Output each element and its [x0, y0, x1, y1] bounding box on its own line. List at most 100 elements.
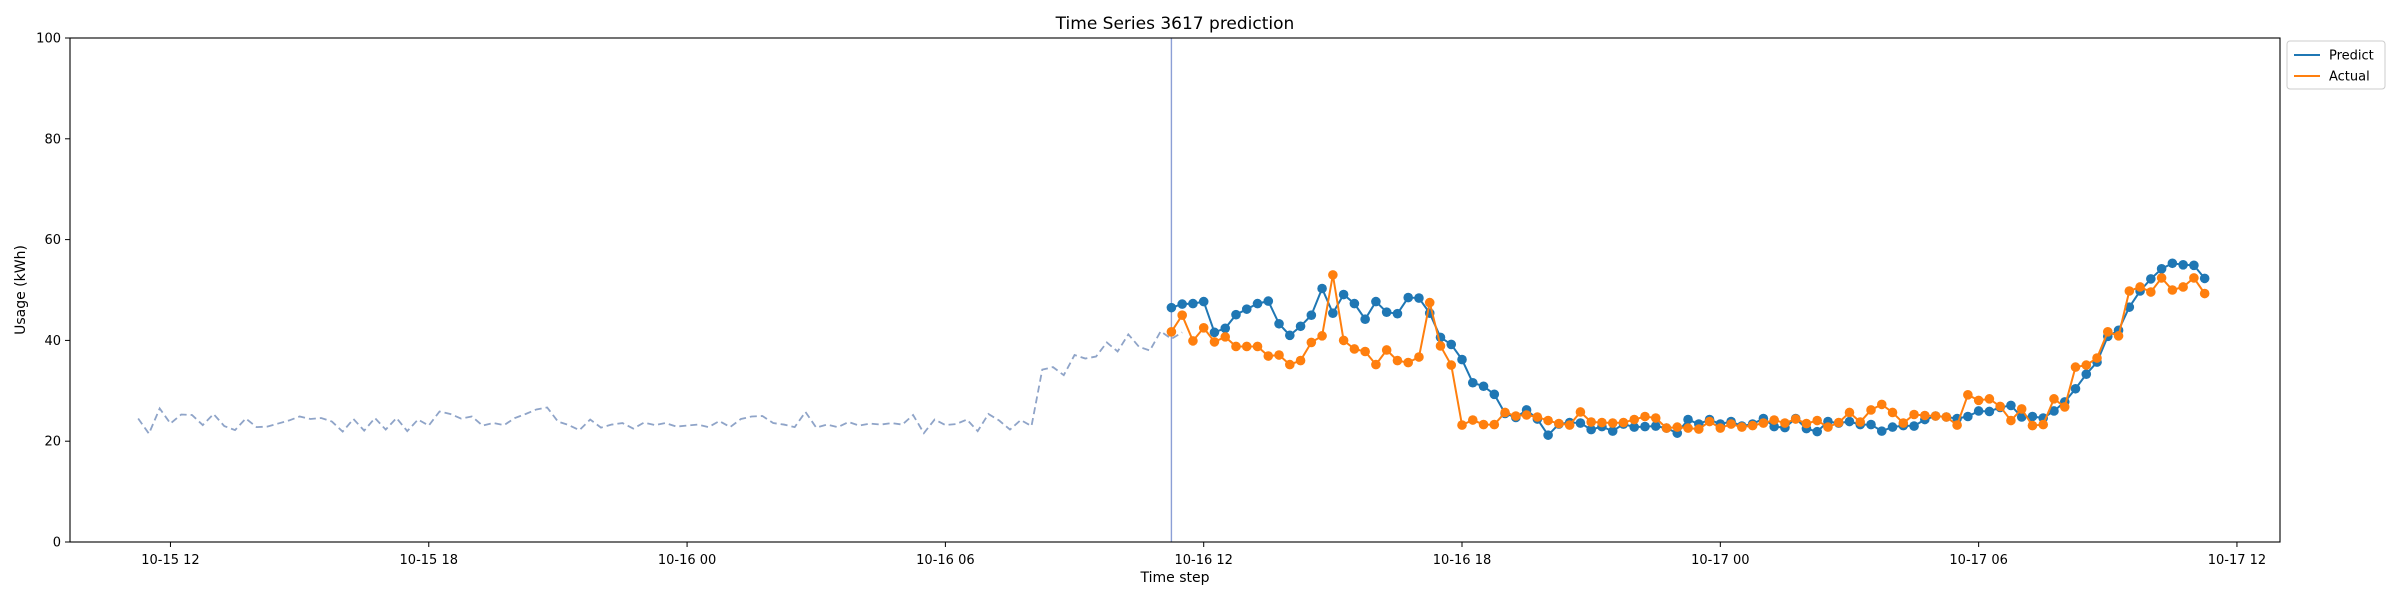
predict-point	[2199, 273, 2210, 284]
actual-point	[1694, 424, 1704, 434]
actual-point	[1790, 414, 1801, 424]
actual-point	[1220, 332, 1231, 342]
actual-point	[2124, 286, 2135, 296]
predict-point	[1371, 296, 1381, 307]
plot-frame	[69, 37, 2281, 543]
actual-point	[1995, 401, 2005, 412]
actual-point	[2070, 362, 2081, 372]
actual-point	[2167, 285, 2178, 295]
actual-point	[1941, 412, 1952, 422]
actual-point	[1349, 344, 1360, 354]
axes: 0 20 40 60 80 100 10-15 12 10-15 18 10-16 00 10-1…	[36, 32, 2281, 568]
actual-point	[1166, 327, 1177, 337]
actual-point	[1521, 410, 1532, 420]
actual-point	[2199, 288, 2210, 299]
predict-point	[2146, 274, 2156, 284]
predict-point	[1909, 421, 1919, 431]
y-tick-label: 40	[44, 334, 61, 349]
predict-point	[1274, 318, 1284, 329]
actual-point	[1844, 407, 1855, 418]
actual-point	[1511, 411, 1521, 421]
predict-point	[1866, 419, 1876, 430]
predict-point	[1586, 424, 1596, 435]
actual-point	[1554, 418, 1564, 429]
predict-point	[1650, 421, 1661, 431]
predict-point	[1640, 421, 1650, 432]
actual-point	[1263, 351, 1274, 361]
actual-point	[1285, 359, 1295, 370]
x-tick-label: 10-15 12	[141, 553, 199, 568]
actual-point	[1747, 420, 1758, 431]
actual-point	[1650, 413, 1661, 423]
actual-point	[2092, 353, 2102, 363]
predict-point	[1414, 293, 1424, 303]
y-tick-label: 0	[53, 536, 61, 551]
actual-point	[1198, 323, 1209, 333]
actual-point	[1564, 420, 1575, 430]
actual-point	[2156, 273, 2167, 283]
predict-point	[1446, 339, 1457, 350]
actual-point	[1575, 407, 1586, 417]
actual-point	[1769, 415, 1779, 425]
predict-point	[1295, 321, 1306, 332]
actual-point	[1629, 414, 1640, 425]
x-tick-label: 10-17 12	[2208, 553, 2266, 568]
actual-point	[2146, 287, 2156, 297]
actual-point	[1252, 341, 1263, 352]
actual-point	[2102, 327, 2113, 337]
actual-point	[1607, 418, 1618, 428]
actual-point	[1467, 415, 1478, 425]
actual-point	[1317, 331, 1327, 341]
predict-point	[1887, 422, 1898, 432]
predict-point	[2027, 411, 2038, 422]
actual-point	[1930, 411, 1941, 421]
predict-point	[1166, 302, 1177, 313]
y-axis-label: Usage (kWh)	[13, 245, 29, 335]
actual-point	[1726, 419, 1736, 429]
predict-point	[1392, 308, 1403, 319]
y-tick-label: 20	[44, 435, 61, 450]
actual-point	[1306, 337, 1317, 348]
predict-point	[1963, 411, 1973, 422]
x-tick-label: 10-17 06	[1949, 553, 2007, 568]
chart-title: Time Series 3617 prediction	[1055, 14, 1295, 34]
predict-point	[1263, 296, 1274, 306]
actual-point	[1371, 359, 1381, 370]
predict-point	[1478, 381, 1489, 392]
predict-point	[1306, 310, 1317, 321]
actual-point	[1328, 270, 1338, 280]
predict-point	[1338, 289, 1349, 300]
actual-point	[1963, 390, 1973, 400]
actual-point	[1683, 423, 1693, 433]
predict-point	[1360, 314, 1370, 325]
actual-point	[1823, 422, 1833, 432]
x-tick-label: 10-16 00	[658, 553, 716, 568]
x-axis-label: Time step	[1140, 570, 1210, 586]
predict-point	[1683, 414, 1693, 425]
legend-label-actual: Actual	[2329, 70, 2370, 85]
actual-point	[1737, 422, 1747, 432]
predict-point	[1984, 406, 1995, 417]
actual-point	[1500, 407, 1510, 418]
actual-point	[1876, 399, 1887, 410]
predict-point	[1209, 327, 1220, 338]
predict-point	[1467, 377, 1478, 388]
predict-point	[2156, 264, 2167, 274]
actual-point	[1360, 346, 1370, 357]
actual-point	[2027, 420, 2038, 431]
predict-point	[1177, 299, 1187, 309]
y-tick-label: 80	[44, 132, 61, 147]
actual-point	[1586, 417, 1596, 427]
actual-point	[1640, 411, 1650, 422]
actual-point	[1424, 297, 1435, 308]
actual-point	[1446, 360, 1457, 370]
predict-point	[2049, 406, 2059, 416]
actual-point	[1887, 407, 1898, 418]
predict-point	[1489, 389, 1500, 400]
predict-point	[1575, 418, 1586, 428]
plot-area	[137, 38, 2210, 542]
x-tick-label: 10-16 12	[1174, 553, 1232, 568]
actual-point	[2038, 419, 2049, 430]
actual-point	[2016, 404, 2027, 414]
